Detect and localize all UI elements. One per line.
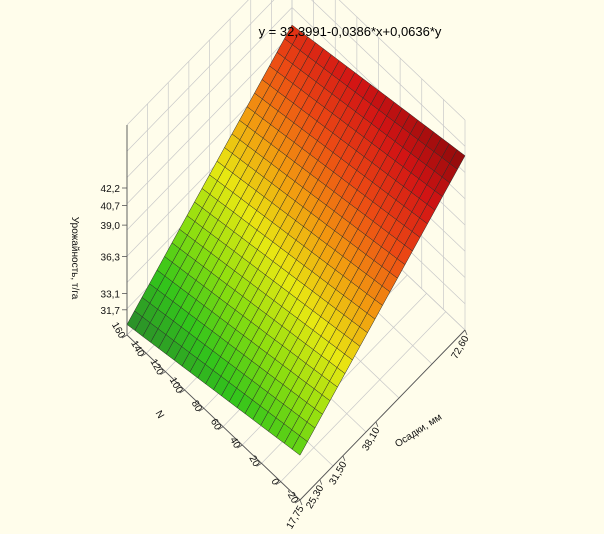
- z-tick-label: 33,1: [101, 290, 121, 301]
- z-tick-label: 39,0: [101, 221, 121, 232]
- floor-gridline: [280, 311, 447, 482]
- x-tick-label: 80: [189, 399, 204, 415]
- surface-mesh: [126, 24, 466, 456]
- x-tick-mark: [141, 352, 147, 357]
- y-tick-mark: [319, 479, 323, 485]
- surface-cell: [449, 149, 466, 170]
- y-tick-mark: [342, 455, 346, 461]
- z-tick-label: 42,2: [101, 184, 121, 195]
- x-tick-mark: [256, 462, 262, 467]
- x-tick-label: -20: [283, 487, 300, 505]
- x-tick-mark: [217, 426, 224, 431]
- x-tick-label: 140: [128, 339, 146, 359]
- x-tick-mark: [179, 389, 185, 394]
- x-tick-label: 20: [246, 454, 261, 470]
- x-axis-title: N: [153, 409, 166, 421]
- y-tick-label: 17,75: [285, 504, 307, 532]
- y-tick-mark: [299, 499, 303, 506]
- x-tick-label: 160: [109, 321, 127, 341]
- y-axis-title: Осадки, мм: [393, 412, 444, 450]
- x-tick-mark: [198, 407, 205, 412]
- x-tick-label: 40: [227, 435, 242, 451]
- z-tick-label: 40,7: [101, 201, 121, 212]
- y-tick-label: 72,60: [450, 334, 472, 362]
- x-tick-mark: [237, 444, 243, 449]
- x-tick-label: 120: [148, 357, 166, 377]
- x-tick-mark: [294, 499, 301, 504]
- x-axis-line: [126, 334, 301, 501]
- y-tick-mark: [464, 329, 468, 336]
- x-tick-mark: [160, 371, 166, 376]
- z-axis-title: Урожайность, т/га: [69, 217, 80, 300]
- x-tick-label: 60: [208, 417, 223, 433]
- x-tick-label: 0: [268, 477, 281, 488]
- y-tick-label: 25,30: [304, 483, 326, 511]
- box-edges: [126, 125, 466, 501]
- z-tick-label: 36,3: [101, 252, 121, 263]
- x-tick-label: 100: [167, 376, 185, 396]
- x-tick-mark: [121, 334, 128, 339]
- y-tick-mark: [375, 421, 379, 427]
- chart-title: y = 32,3991-0,0386*x+0,0636*y: [259, 24, 442, 39]
- z-tick-label: 31,7: [101, 306, 121, 317]
- y-axis-line: [299, 329, 466, 501]
- x-tick-mark: [275, 481, 281, 486]
